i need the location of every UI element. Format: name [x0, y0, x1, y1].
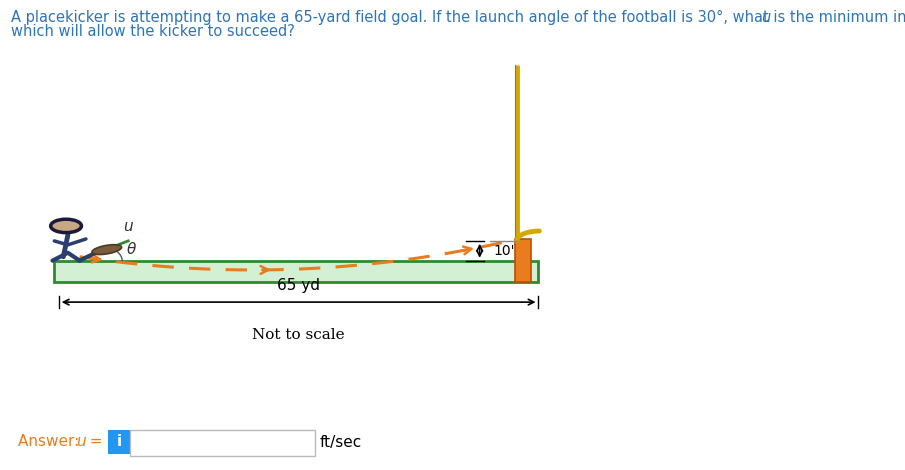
Text: Answer:: Answer:: [18, 434, 84, 449]
Ellipse shape: [92, 245, 121, 255]
Text: 65 yd: 65 yd: [277, 278, 320, 293]
Text: u: u: [76, 434, 86, 449]
Bar: [54, 261, 538, 282]
Text: i: i: [117, 434, 121, 449]
Text: 10': 10': [493, 244, 515, 258]
Circle shape: [52, 221, 81, 234]
Text: θ: θ: [127, 242, 136, 257]
Text: Not to scale: Not to scale: [252, 328, 345, 342]
Bar: [515, 239, 531, 282]
Text: =: =: [85, 434, 102, 449]
Text: which will allow the kicker to succeed?: which will allow the kicker to succeed?: [11, 24, 295, 39]
Text: ft/sec: ft/sec: [320, 434, 362, 449]
FancyBboxPatch shape: [108, 430, 130, 454]
FancyBboxPatch shape: [130, 430, 315, 456]
Text: A placekicker is attempting to make a 65-yard field goal. If the launch angle of: A placekicker is attempting to make a 65…: [11, 10, 905, 25]
Text: u: u: [761, 10, 770, 25]
Text: u: u: [123, 219, 133, 234]
